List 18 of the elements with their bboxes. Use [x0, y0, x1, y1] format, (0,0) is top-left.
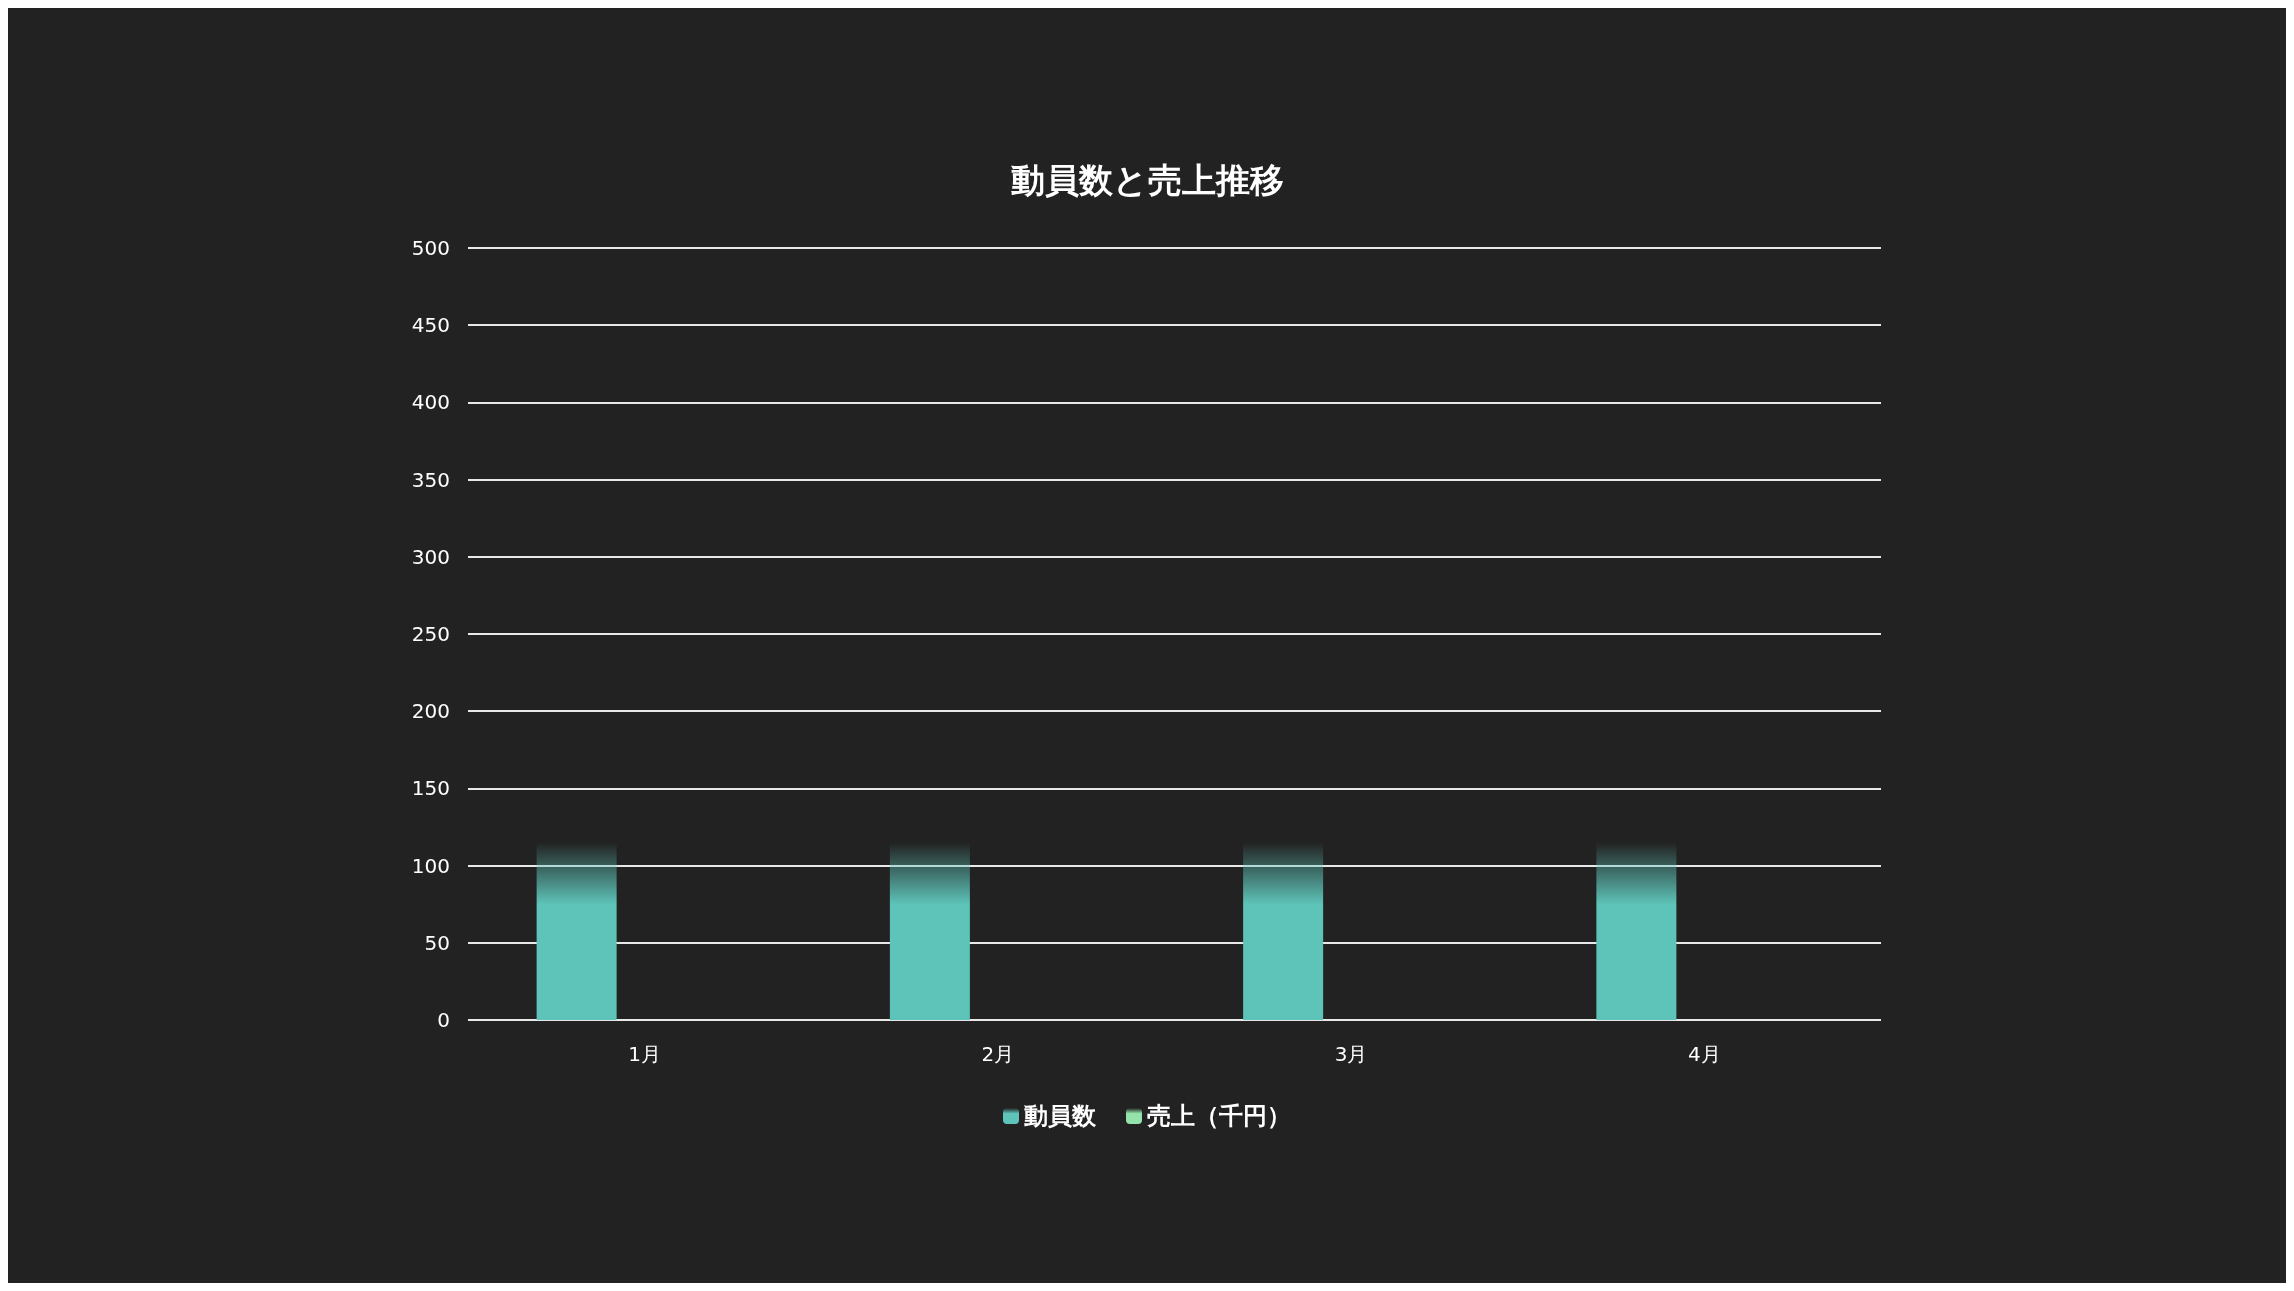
y-tick-label: 350 [411, 467, 450, 492]
chart-title: 動員数と売上推移 [1010, 160, 1284, 200]
x-tick-label: 4月 [1688, 1042, 1721, 1066]
y-tick-label: 100 [411, 853, 450, 878]
y-tick-label: 0 [437, 1008, 450, 1032]
y-tick-label: 150 [411, 776, 450, 801]
y-tick-label: 200 [411, 699, 450, 724]
y-tick-label: 450 [411, 313, 450, 338]
y-tick-label: 50 [424, 930, 450, 955]
y-tick-label: 400 [411, 390, 450, 415]
y-tick-label: 300 [411, 544, 450, 569]
legend-label: 動員数 [1023, 1102, 1097, 1130]
y-tick-label: 250 [411, 622, 450, 646]
y-tick-label: 500 [411, 236, 450, 260]
x-tick-label: 2月 [981, 1042, 1015, 1066]
x-tick-label: 3月 [1334, 1042, 1368, 1066]
x-tick-label: 1月 [628, 1042, 661, 1066]
legend-label: 売上（千円） [1147, 1102, 1291, 1130]
